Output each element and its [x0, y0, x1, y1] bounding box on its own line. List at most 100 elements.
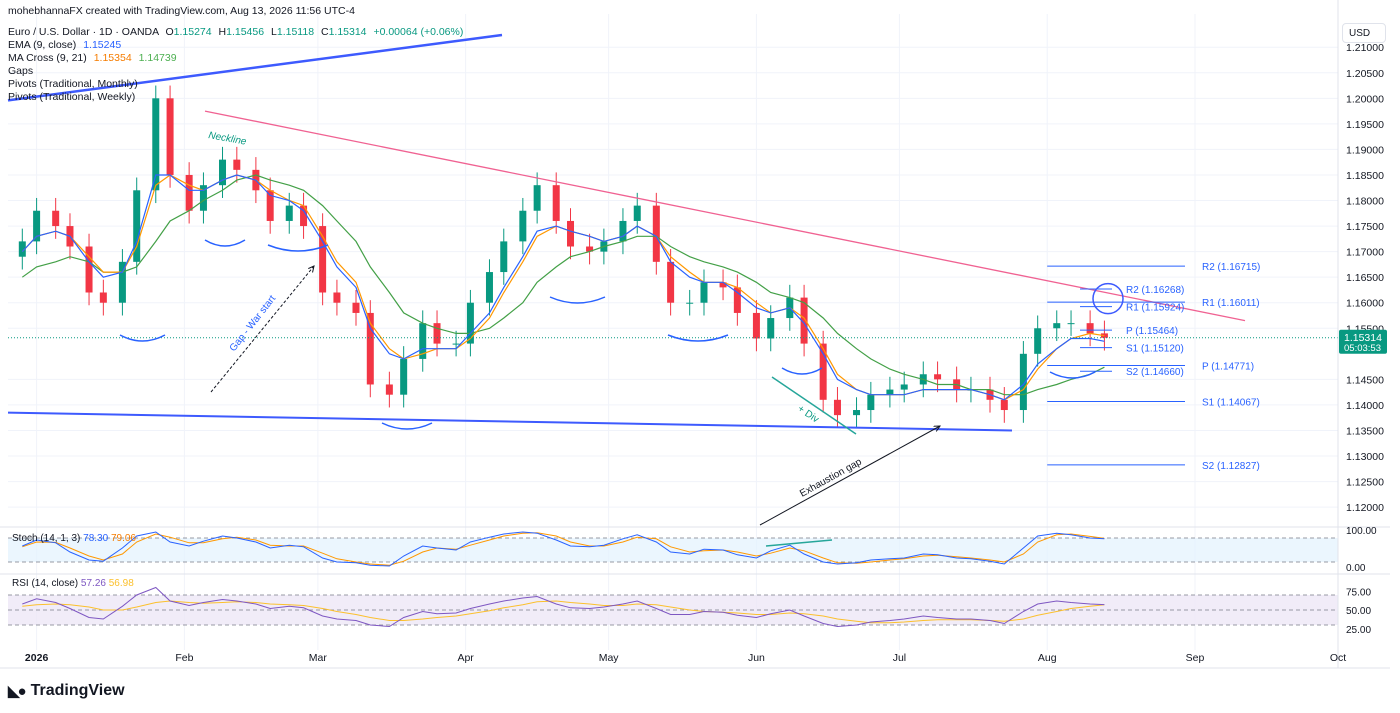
stoch-band — [8, 538, 1338, 562]
price-axis-label: 1.19500 — [1346, 119, 1384, 131]
candle-down — [185, 174, 193, 211]
rsi-axis-label: 25.00 — [1346, 625, 1371, 636]
candle-up — [118, 261, 126, 303]
candle-up — [133, 190, 141, 262]
candle-down — [433, 323, 441, 344]
upper-trendline — [7, 33, 503, 102]
price-axis-label: 1.14000 — [1346, 400, 1384, 412]
candle-up — [700, 282, 708, 303]
lower-trendline — [7, 411, 1013, 432]
high-value: 1.15456 — [226, 26, 265, 38]
candle-up — [400, 358, 408, 395]
candle-down — [85, 246, 93, 293]
cup-arc — [1049, 371, 1096, 379]
weekly-pivot-label: P (1.15464) — [1126, 326, 1178, 337]
candle-up — [152, 98, 160, 191]
candle-down — [552, 185, 560, 221]
candle-down — [266, 190, 274, 221]
candle-up — [767, 318, 775, 339]
ema-legend[interactable]: EMA (9, close) 1.15245 — [8, 39, 121, 52]
price-axis-label: 1.13000 — [1346, 451, 1384, 463]
ma-cross-label: MA Cross (9, 21) — [8, 52, 87, 64]
open-label: O — [165, 26, 174, 38]
cup-arc — [381, 422, 433, 430]
stoch-d-value: 79.06 — [110, 533, 136, 544]
weekly-pivot-label: S2 (1.14660) — [1126, 367, 1184, 378]
stoch-axis-label: 0.00 — [1346, 563, 1366, 574]
rsi-legend[interactable]: RSI (14, close) 57.26 56.98 — [12, 578, 134, 589]
gaps-legend[interactable]: Gaps — [8, 65, 34, 77]
neckline-line — [204, 110, 1246, 322]
candle-down — [1086, 323, 1094, 334]
cup-arc — [119, 334, 166, 342]
price-axis-label: 1.13500 — [1346, 425, 1384, 437]
price-axis-label: 1.16000 — [1346, 298, 1384, 310]
candle-down — [352, 302, 360, 313]
weekly-pivot-label: S1 (1.15120) — [1126, 344, 1184, 355]
stoch-legend[interactable]: Stoch (14, 1, 3) 78.30 79.06 — [12, 533, 136, 544]
ma-slow-line — [21, 174, 1105, 396]
pivots-monthly-legend[interactable]: Pivots (Traditional, Monthly) — [8, 78, 138, 90]
weekly-pivot-label: R2 (1.16268) — [1126, 285, 1184, 296]
price-axis-label: 1.14500 — [1346, 374, 1384, 386]
time-axis-label: Jul — [893, 652, 906, 664]
candle-up — [18, 241, 26, 257]
candle-down — [319, 226, 327, 293]
rsi-axis-label: 50.00 — [1346, 606, 1371, 617]
ma-cross-legend[interactable]: MA Cross (9, 21) 1.15354 1.14739 — [8, 52, 177, 65]
candle-down — [719, 282, 727, 288]
candle-down — [333, 292, 341, 303]
candles-layer — [18, 85, 1108, 428]
ema-label: EMA (9, close) — [8, 39, 77, 51]
time-axis-label: Jun — [748, 652, 765, 664]
candle-down — [385, 384, 393, 395]
stoch-k-value: 78.30 — [83, 533, 109, 544]
stoch-pane — [0, 526, 1390, 567]
ema-line — [21, 174, 1105, 401]
tradingview-logo[interactable]: ◣● TradingView — [8, 682, 125, 700]
chart-caption: mohebhannaFX created with TradingView.co… — [8, 5, 355, 17]
time-axis-label: 2026 — [25, 652, 49, 664]
candle-up — [533, 185, 541, 211]
cup-arc — [204, 239, 246, 247]
candle-down — [833, 399, 841, 416]
pivots-weekly-legend[interactable]: Pivots (Traditional, Weekly) — [8, 91, 136, 103]
neckline-label: Neckline — [207, 130, 247, 148]
monthly-pivot-label: P (1.14771) — [1202, 362, 1254, 373]
price-axis-label: 1.21000 — [1346, 42, 1384, 54]
candle-down — [652, 205, 660, 262]
candle-up — [1034, 328, 1042, 354]
ema-value: 1.15245 — [83, 39, 122, 51]
weekly-pivot-label: R1 (1.15924) — [1126, 303, 1184, 314]
price-axis-label: 1.19000 — [1346, 144, 1384, 156]
divergence-line — [771, 376, 857, 435]
rsi-value: 57.26 — [80, 578, 106, 589]
candle-down — [567, 220, 575, 247]
candle-down — [233, 159, 241, 170]
stoch-divergence-line — [765, 539, 833, 547]
candle-up — [1019, 353, 1027, 411]
pivots-layer: R2 (1.16715) R1 (1.16011) P (1.14771) S1 (1… — [1047, 262, 1260, 472]
candle-down — [52, 210, 60, 227]
stoch-k-line — [22, 531, 1105, 567]
rsi-pane — [0, 573, 1390, 628]
candle-down — [99, 292, 107, 303]
candle-up — [1067, 323, 1075, 325]
candle-up — [33, 210, 41, 242]
stoch-label: Stoch (14, 1, 3) — [12, 533, 81, 544]
candle-up — [886, 389, 894, 395]
candle-up — [619, 220, 627, 242]
highlight-circle — [1092, 282, 1124, 315]
symbol-title[interactable]: Euro / U.S. Dollar · 1D · OANDA — [8, 26, 159, 38]
candle-up — [900, 384, 908, 390]
candle-up — [500, 241, 508, 273]
candle-down — [366, 312, 374, 385]
close-label: C — [320, 26, 329, 38]
candle-up — [219, 159, 227, 186]
candle-up — [452, 343, 460, 345]
cup-arc — [267, 244, 329, 252]
candle-down — [166, 98, 174, 175]
currency-button[interactable]: USD — [1342, 23, 1386, 43]
